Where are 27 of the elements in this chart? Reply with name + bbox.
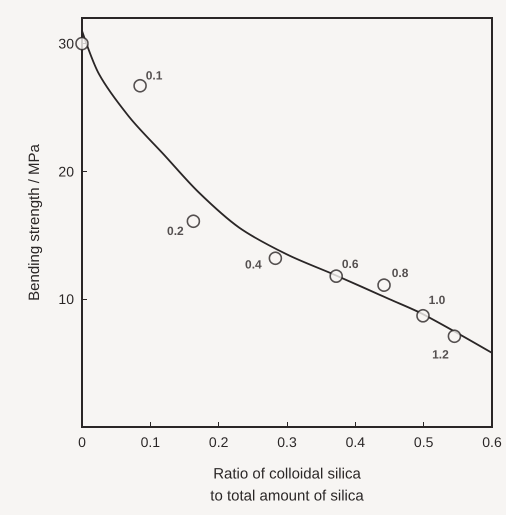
y-tick-label: 20	[58, 163, 74, 180]
x-tick-label: 0.2	[208, 434, 229, 450]
y-axis-title: Bending strength / MPa	[26, 143, 43, 301]
point	[329, 269, 343, 283]
y-tick-label: 10	[58, 291, 74, 308]
x-tick-label: 0.6	[482, 434, 502, 450]
y-tick-label: 30	[58, 36, 74, 52]
point	[416, 309, 430, 323]
x-tick-label: 0	[78, 434, 86, 450]
point	[186, 214, 200, 228]
annotation: 0.6	[342, 257, 359, 272]
x-tick-label: 0.3	[277, 434, 297, 450]
point	[448, 329, 462, 344]
point	[268, 251, 282, 266]
point	[377, 278, 391, 292]
annotation: 1.0	[428, 292, 446, 307]
x-tick-label: 0.5	[414, 434, 434, 450]
annotation: 0.4	[245, 257, 262, 272]
annotation: 0.2	[167, 224, 184, 238]
x-tick-label: 0.1	[140, 434, 160, 450]
x-tick-label: 0.4	[346, 434, 366, 450]
annotation: 0.1	[146, 68, 163, 83]
point	[133, 78, 147, 93]
annotation: 1.2	[432, 347, 450, 362]
point	[75, 36, 89, 50]
x-axis-title: Ratio of colloidal silica to total amount of silica	[210, 466, 364, 504]
annotation: 0.8	[392, 266, 409, 280]
